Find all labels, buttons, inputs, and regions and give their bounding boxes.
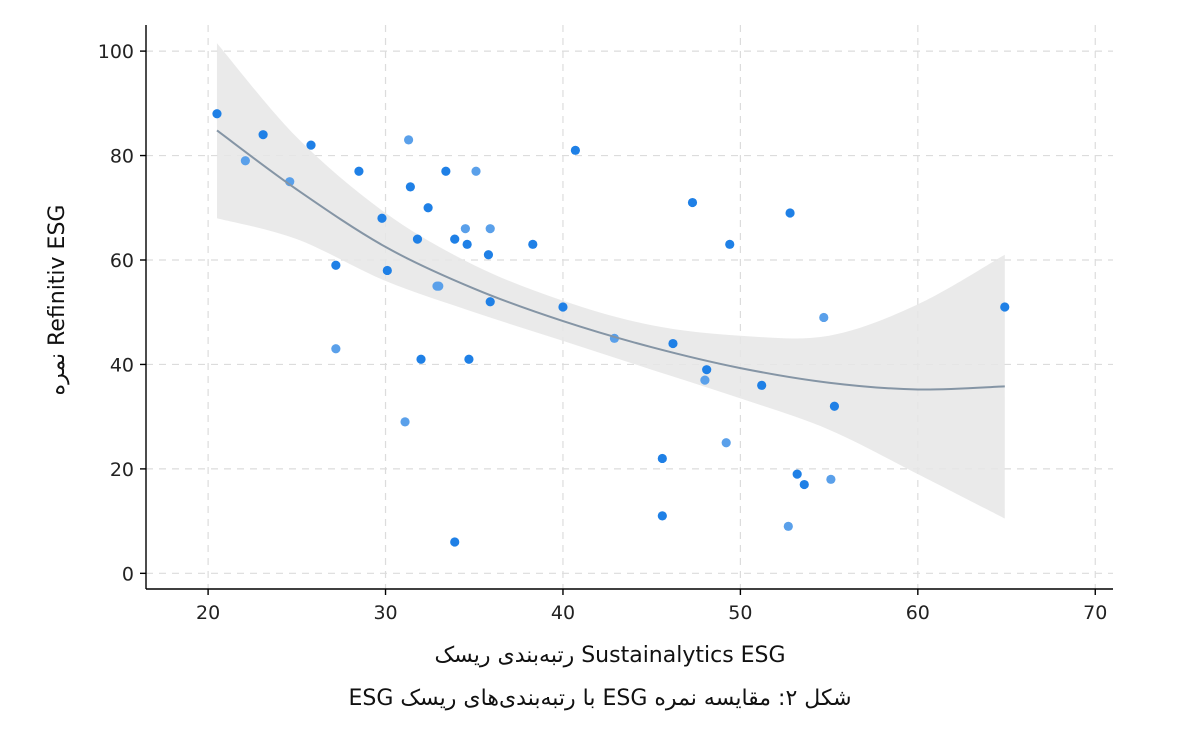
- y-axis-title: نمره Refinitiv ESG: [45, 205, 70, 396]
- data-point: [700, 375, 710, 385]
- x-tick-label: 60: [906, 602, 930, 624]
- data-point: [757, 380, 767, 390]
- data-point: [403, 135, 414, 145]
- y-tick-label: 100: [98, 41, 134, 63]
- axes: [145, 25, 1113, 590]
- data-point: [702, 365, 712, 375]
- data-point: [485, 297, 495, 307]
- data-point: [400, 417, 410, 427]
- data-point: [528, 239, 538, 249]
- data-point: [792, 469, 802, 479]
- y-tick-label: 80: [110, 146, 134, 168]
- data-point: [725, 239, 735, 249]
- y-axis-ticks: 0 20 40 60 80 100: [98, 41, 146, 585]
- data-point: [212, 109, 222, 119]
- x-tick-label: 50: [728, 602, 752, 624]
- data-point: [412, 234, 423, 244]
- data-point: [657, 511, 667, 521]
- data-point: [558, 302, 568, 312]
- data-point: [331, 344, 341, 354]
- x-tick-label: 20: [196, 602, 220, 624]
- data-point: [799, 479, 809, 490]
- data-point: [460, 224, 470, 234]
- x-tick-label: 40: [551, 602, 575, 624]
- data-point: [450, 234, 460, 244]
- data-point: [657, 453, 667, 464]
- data-point: [416, 354, 426, 364]
- data-point: [485, 224, 495, 234]
- data-point: [826, 474, 836, 484]
- data-point: [462, 239, 472, 249]
- y-tick-label: 0: [122, 563, 134, 585]
- data-point: [783, 521, 793, 531]
- data-point: [423, 203, 433, 213]
- figure-caption: شکل ۲: مقایسه نمره ESG با رتبه‌بندی‌های …: [348, 686, 852, 711]
- data-point: [1000, 302, 1010, 312]
- data-point: [819, 312, 829, 323]
- y-tick-label: 60: [110, 250, 134, 272]
- data-point: [471, 166, 481, 176]
- data-point: [331, 260, 341, 270]
- data-point: [483, 250, 494, 260]
- data-point: [306, 140, 316, 150]
- data-point: [382, 265, 392, 276]
- data-point: [377, 213, 387, 223]
- data-point: [441, 166, 451, 176]
- data-point: [785, 208, 795, 218]
- data-point: [354, 166, 364, 176]
- x-axis-ticks: 20 30 40 50 60 70: [196, 589, 1107, 624]
- y-tick-label: 20: [110, 459, 134, 481]
- data-point: [570, 145, 580, 155]
- data-point: [434, 281, 444, 291]
- trend-line: [216, 129, 1005, 391]
- data-point: [405, 182, 415, 192]
- data-point: [464, 354, 474, 364]
- x-axis-title: رتبه‌بندی ریسک Sustainalytics ESG: [434, 643, 785, 668]
- data-point: [721, 438, 731, 448]
- x-tick-label: 30: [373, 602, 397, 624]
- confidence-band: [216, 43, 1005, 519]
- data-point: [668, 338, 678, 349]
- data-point: [258, 130, 268, 140]
- data-point: [829, 401, 840, 411]
- x-tick-label: 70: [1083, 602, 1107, 624]
- gridlines: [146, 25, 1113, 589]
- data-point: [240, 156, 250, 166]
- y-tick-label: 40: [110, 354, 134, 376]
- data-point: [687, 197, 698, 208]
- data-point: [450, 537, 460, 547]
